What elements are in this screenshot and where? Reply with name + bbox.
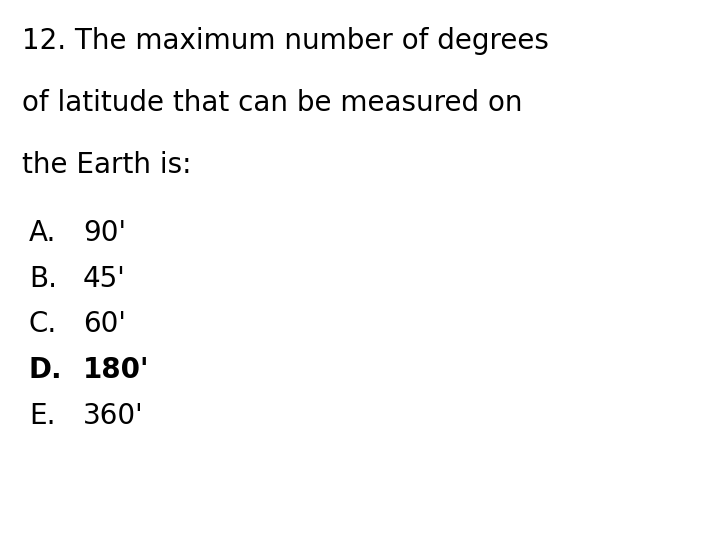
Text: C.: C. (29, 310, 57, 339)
Text: E.: E. (29, 402, 55, 430)
Text: D.: D. (29, 356, 63, 384)
Text: 90': 90' (83, 219, 126, 247)
Text: of latitude that can be measured on: of latitude that can be measured on (22, 89, 522, 117)
Text: A.: A. (29, 219, 56, 247)
Text: 60': 60' (83, 310, 126, 339)
Text: 12. The maximum number of degrees: 12. The maximum number of degrees (22, 27, 549, 55)
Text: 45': 45' (83, 265, 125, 293)
Text: the Earth is:: the Earth is: (22, 151, 191, 179)
Text: 180': 180' (83, 356, 149, 384)
Text: B.: B. (29, 265, 57, 293)
Text: 360': 360' (83, 402, 143, 430)
